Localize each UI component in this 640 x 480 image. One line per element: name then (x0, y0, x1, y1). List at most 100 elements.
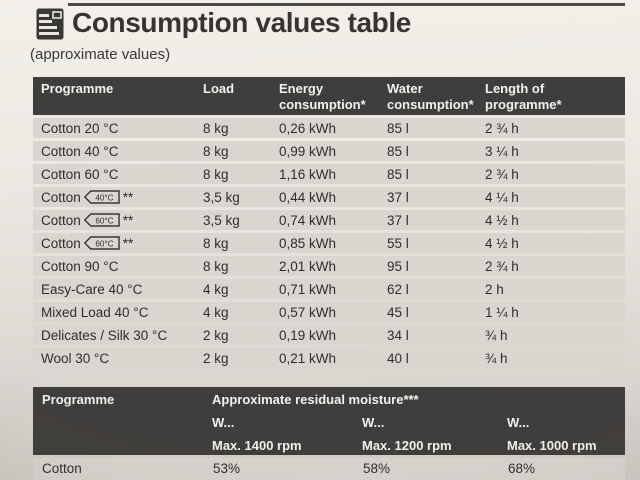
cell-water: 95 l (387, 258, 409, 274)
table-row: Cotton 40°C ** 3,5 kg 0,44 kWh 37 l 4 ¼ h (33, 187, 625, 207)
cell-water: 85 l (387, 166, 409, 182)
cell-programme: Delicates / Silk 30 °C (33, 328, 195, 343)
cell-load: 8 kg (203, 120, 229, 136)
cell-length: 2 ¾ h (485, 120, 519, 136)
page-title: Consumption values table (72, 7, 411, 38)
svg-text:40°C: 40°C (95, 194, 113, 203)
cell-length: 2 ¾ h (485, 258, 519, 274)
cell-load: 2 kg (203, 350, 229, 366)
cell-programme: Cotton 40 °C (33, 144, 195, 159)
programme-label: Cotton (41, 235, 81, 251)
temperature-tag-icon: 60°C (83, 236, 120, 250)
header-programme: Programme (41, 81, 114, 96)
residual-moisture-table: Programme Approximate residual moisture*… (33, 387, 625, 479)
cell-load: 8 kg (203, 143, 229, 159)
cell-length: ¾ h (485, 327, 508, 343)
programme-label: Cotton 20 °C (41, 120, 119, 136)
moisture-table-header: Programme Approximate residual moisture*… (33, 387, 625, 455)
moisture-subheader-max-1000: Max. 1000 rpm (507, 438, 597, 453)
moisture-subheader-w-3: W... (507, 415, 530, 430)
cell-programme: Cotton 20 °C (33, 121, 195, 136)
table-row: Cotton 60°C ** 3,5 kg 0,74 kWh 37 l 4 ½ h (33, 210, 625, 230)
cell-load: 3,5 kg (203, 189, 240, 205)
cell-length: 1 ¼ h (485, 304, 519, 320)
cell-length: ¾ h (485, 350, 508, 366)
consumption-table-icon (36, 8, 64, 40)
cell-load: 8 kg (203, 235, 229, 251)
cell-water: 40 l (387, 350, 409, 366)
cell-programme: Cotton 40°C ** (33, 190, 195, 205)
header-load: Load (203, 81, 235, 96)
header-energy-consumption: Energy consumption* (279, 81, 366, 113)
moisture-subheader-max-1200: Max. 1200 rpm (362, 438, 452, 453)
cell-programme: Cotton 60 °C (33, 167, 195, 182)
cell-programme: Cotton 60°C ** (33, 236, 195, 251)
cell-water: 62 l (387, 281, 409, 297)
programme-label: Easy-Care 40 °C (41, 281, 143, 297)
cell-length: 3 ¼ h (485, 143, 519, 159)
programme-label: Cotton 40 °C (41, 143, 119, 159)
cell-water: 37 l (387, 212, 409, 228)
cell-programme: Cotton 90 °C (33, 259, 195, 274)
table-row: Wool 30 °C 2 kg 0,21 kWh 40 l ¾ h (33, 348, 625, 368)
table-row: Delicates / Silk 30 °C 2 kg 0,19 kWh 34 l ¾ … (33, 325, 625, 345)
cell-energy: 0,71 kWh (279, 281, 337, 297)
programme-label: Cotton (41, 189, 81, 205)
cell-programme: Cotton 60°C ** (33, 213, 195, 228)
cell-energy: 0,19 kWh (279, 327, 337, 343)
table-row: Mixed Load 40 °C 4 kg 0,57 kWh 45 l 1 ¼ h (33, 302, 625, 322)
table-row: Cotton 53% 58% 68% (33, 458, 625, 479)
cell-length: 2 ¾ h (485, 166, 519, 182)
programme-label: Cotton (41, 212, 81, 228)
cell-energy: 0,57 kWh (279, 304, 337, 320)
cell-energy: 0,21 kWh (279, 350, 337, 366)
programme-label: Cotton 90 °C (41, 258, 119, 274)
programme-label: Mixed Load 40 °C (41, 304, 149, 320)
table-row: Cotton 60°C ** 8 kg 0,85 kWh 55 l 4 ½ h (33, 233, 625, 253)
consumption-table: Programme Load Energy consumption* Water… (33, 77, 625, 371)
next-row-sliver (33, 478, 625, 480)
programme-label: Delicates / Silk 30 °C (41, 327, 168, 343)
cell-moisture-1400: 53% (213, 461, 241, 476)
section-rule (68, 3, 625, 6)
header-length-of-programme: Length of programme* (485, 81, 562, 113)
cell-length: 4 ½ h (485, 212, 519, 228)
svg-text:60°C: 60°C (95, 240, 113, 249)
footnote-marks: ** (122, 235, 134, 251)
cell-water: 85 l (387, 120, 409, 136)
moisture-header-programme: Programme (42, 392, 115, 407)
cell-energy: 0,74 kWh (279, 212, 337, 228)
moisture-subheader-w-2: W... (362, 415, 385, 430)
cell-length: 2 h (485, 281, 504, 297)
cell-length: 4 ½ h (485, 235, 519, 251)
cell-moisture-1000: 68% (508, 461, 536, 476)
cell-energy: 0,44 kWh (279, 189, 337, 205)
cell-water: 85 l (387, 143, 409, 159)
cell-energy: 0,85 kWh (279, 235, 337, 251)
moisture-subheader-w-1: W... (212, 415, 235, 430)
cell-programme: Cotton (42, 461, 82, 476)
consumption-table-header: Programme Load Energy consumption* Water… (33, 77, 625, 115)
programme-label: Cotton 60 °C (41, 166, 119, 182)
cell-water: 55 l (387, 235, 409, 251)
table-row: Cotton 20 °C 8 kg 0,26 kWh 85 l 2 ¾ h (33, 118, 625, 138)
cell-load: 4 kg (203, 281, 229, 297)
temperature-tag-icon: 60°C (83, 213, 120, 227)
cell-load: 8 kg (203, 166, 229, 182)
page-subtitle: (approximate values) (30, 46, 171, 63)
cell-programme: Wool 30 °C (33, 351, 195, 366)
cell-energy: 0,99 kWh (279, 143, 337, 159)
table-row: Cotton 40 °C 8 kg 0,99 kWh 85 l 3 ¼ h (33, 141, 625, 161)
cell-water: 45 l (387, 304, 409, 320)
temperature-tag-icon: 40°C (83, 190, 120, 204)
cell-energy: 2,01 kWh (279, 258, 337, 274)
footnote-marks: ** (122, 189, 134, 205)
cell-water: 37 l (387, 189, 409, 205)
cell-energy: 0,26 kWh (279, 120, 337, 136)
programme-label: Wool 30 °C (41, 350, 110, 366)
moisture-header-group: Approximate residual moisture*** (212, 392, 419, 407)
cell-load: 4 kg (203, 304, 229, 320)
header-water-consumption: Water consumption* (387, 81, 474, 113)
cell-length: 4 ¼ h (485, 189, 519, 205)
